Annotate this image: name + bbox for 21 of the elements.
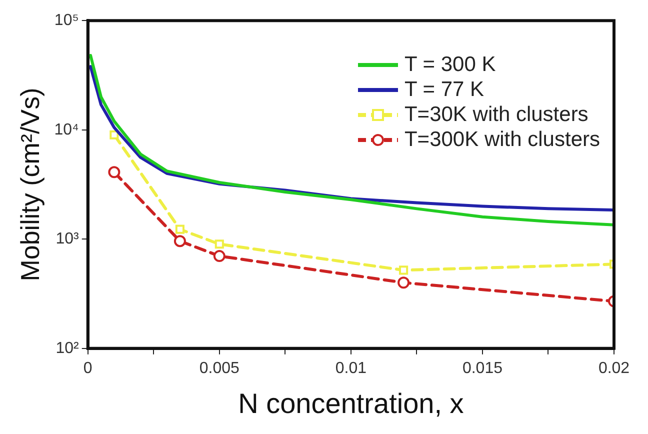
x-tick-label: 0.01 xyxy=(335,360,367,377)
x-tick-label: 0.015 xyxy=(462,360,503,377)
x-tick-label: 0 xyxy=(83,360,92,377)
x-tick-label: 0.02 xyxy=(598,360,630,377)
y-axis-title: Mobility (cm²/Vs) xyxy=(14,88,45,282)
legend-label: T=30K with clusters xyxy=(404,102,588,127)
legend-label: T = 77 K xyxy=(404,77,484,102)
y-tick-label: 10⁵ xyxy=(54,12,79,30)
legend-label: T = 300 K xyxy=(404,52,496,77)
point xyxy=(108,166,120,178)
y-tick-label: 10⁴ xyxy=(54,121,79,138)
point xyxy=(110,130,119,140)
point xyxy=(174,235,186,248)
y-tick-label: 10² xyxy=(56,340,80,357)
legend-label: T=300K with clusters xyxy=(404,127,600,152)
point xyxy=(175,224,184,234)
y-tick-label: 10³ xyxy=(56,230,80,248)
point xyxy=(213,250,226,262)
x-axis-title: N concentration, x xyxy=(238,388,464,419)
point xyxy=(214,240,224,249)
x-tick-label: 0.005 xyxy=(199,360,240,377)
